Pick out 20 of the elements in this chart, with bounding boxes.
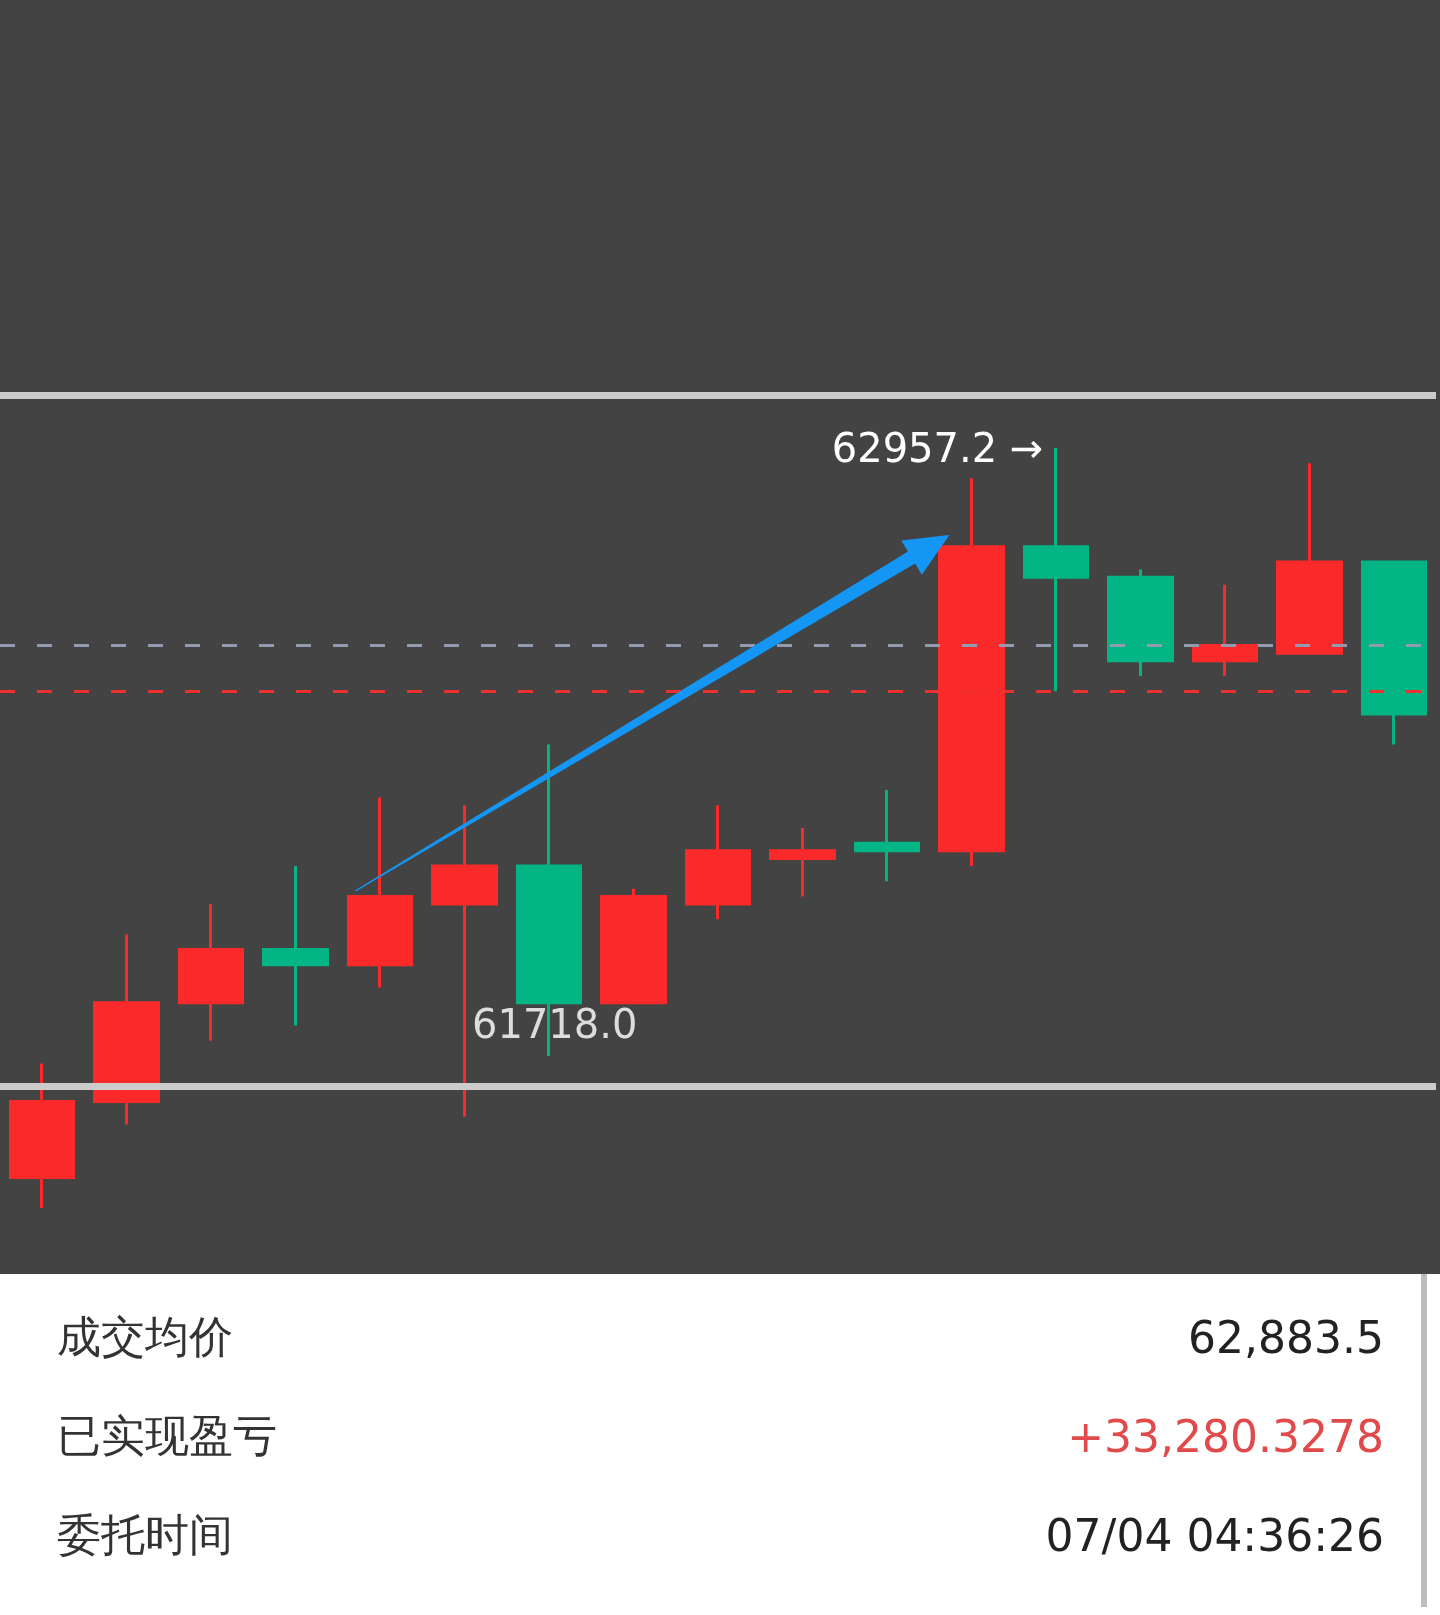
candlestick (1276, 463, 1343, 655)
category-label: 已实现盈亏 (57, 1408, 277, 1463)
candlestick (685, 805, 751, 920)
category-label: 成交均价 (57, 1309, 233, 1364)
candlestick (262, 866, 329, 1026)
candlestick (1192, 584, 1258, 676)
candlestick (854, 790, 920, 882)
category-label: 委托时间 (57, 1507, 233, 1562)
text: 62,883.5 (1188, 1311, 1384, 1363)
candlestick (9, 1063, 75, 1208)
text: 07/04 04:36:26 (1045, 1509, 1384, 1561)
candlestick (769, 828, 836, 897)
candlestick (93, 934, 160, 1125)
candlestick (347, 797, 413, 988)
annotation: 62957.2 → (831, 425, 1044, 471)
candlestick (178, 904, 244, 1041)
candlestick (1107, 569, 1174, 676)
candlestick (1361, 560, 1427, 745)
candlestick (600, 888, 667, 1005)
text: +33,280.3278 (1067, 1410, 1384, 1462)
